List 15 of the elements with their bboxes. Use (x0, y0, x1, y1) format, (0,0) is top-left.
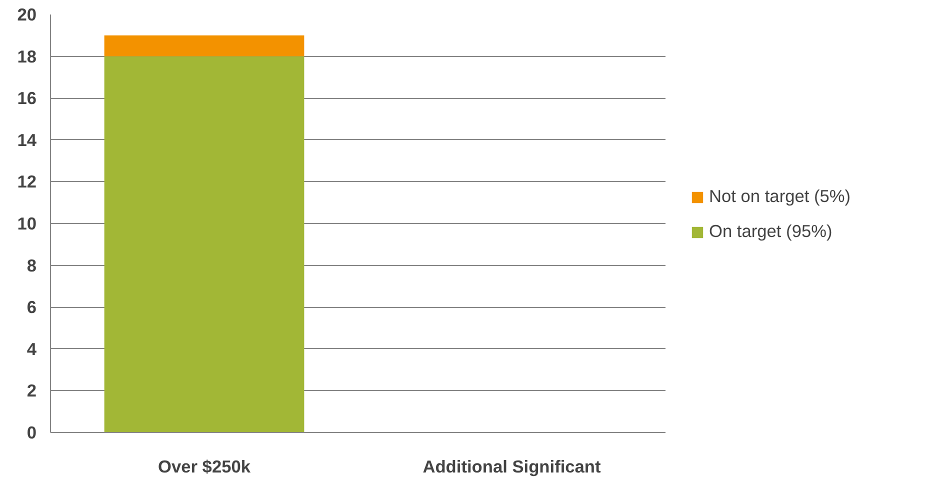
y-tick-label: 12 (17, 172, 37, 192)
x-tick-label: Additional Significant (422, 456, 602, 476)
y-tick-label: 10 (17, 214, 37, 234)
y-tick-label: 18 (17, 46, 37, 66)
x-tick-label: Over $250k (158, 456, 251, 476)
y-tick-label: 4 (26, 338, 37, 359)
y-tick-label: 8 (26, 255, 37, 276)
y-tick-label: 0 (26, 422, 37, 442)
legend-label: Not on target (5%) (709, 186, 851, 207)
y-tick-label: 2 (26, 380, 37, 401)
y-tick-label: 6 (26, 297, 37, 318)
legend-label: On target (95%) (709, 221, 832, 242)
y-tick-label: 16 (17, 88, 37, 108)
y-tick-label: 20 (17, 4, 37, 24)
y-tick-label: 14 (17, 130, 37, 150)
